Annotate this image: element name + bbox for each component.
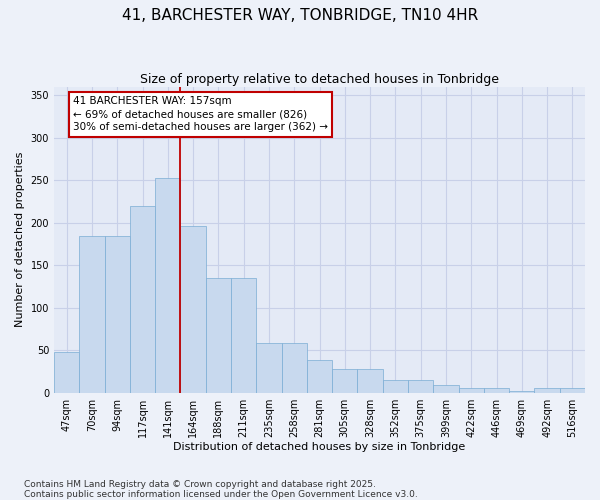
Bar bbox=[383, 380, 408, 392]
Bar bbox=[104, 236, 130, 392]
Bar bbox=[332, 369, 358, 392]
Bar bbox=[433, 385, 458, 392]
Bar bbox=[484, 388, 509, 392]
Bar bbox=[307, 360, 332, 392]
Bar bbox=[408, 380, 433, 392]
Text: Contains HM Land Registry data © Crown copyright and database right 2025.
Contai: Contains HM Land Registry data © Crown c… bbox=[24, 480, 418, 499]
Y-axis label: Number of detached properties: Number of detached properties bbox=[15, 152, 25, 328]
Bar bbox=[79, 236, 104, 392]
Bar bbox=[155, 178, 181, 392]
Bar bbox=[256, 344, 281, 392]
Bar bbox=[509, 391, 535, 392]
Text: 41 BARCHESTER WAY: 157sqm
← 69% of detached houses are smaller (826)
30% of semi: 41 BARCHESTER WAY: 157sqm ← 69% of detac… bbox=[73, 96, 328, 132]
Bar bbox=[458, 388, 484, 392]
Bar bbox=[535, 388, 560, 392]
Bar bbox=[231, 278, 256, 392]
Bar bbox=[358, 369, 383, 392]
Title: Size of property relative to detached houses in Tonbridge: Size of property relative to detached ho… bbox=[140, 72, 499, 86]
X-axis label: Distribution of detached houses by size in Tonbridge: Distribution of detached houses by size … bbox=[173, 442, 466, 452]
Bar bbox=[54, 352, 79, 393]
Bar bbox=[560, 388, 585, 392]
Bar bbox=[181, 226, 206, 392]
Bar bbox=[281, 344, 307, 392]
Text: 41, BARCHESTER WAY, TONBRIDGE, TN10 4HR: 41, BARCHESTER WAY, TONBRIDGE, TN10 4HR bbox=[122, 8, 478, 22]
Bar bbox=[130, 206, 155, 392]
Bar bbox=[206, 278, 231, 392]
